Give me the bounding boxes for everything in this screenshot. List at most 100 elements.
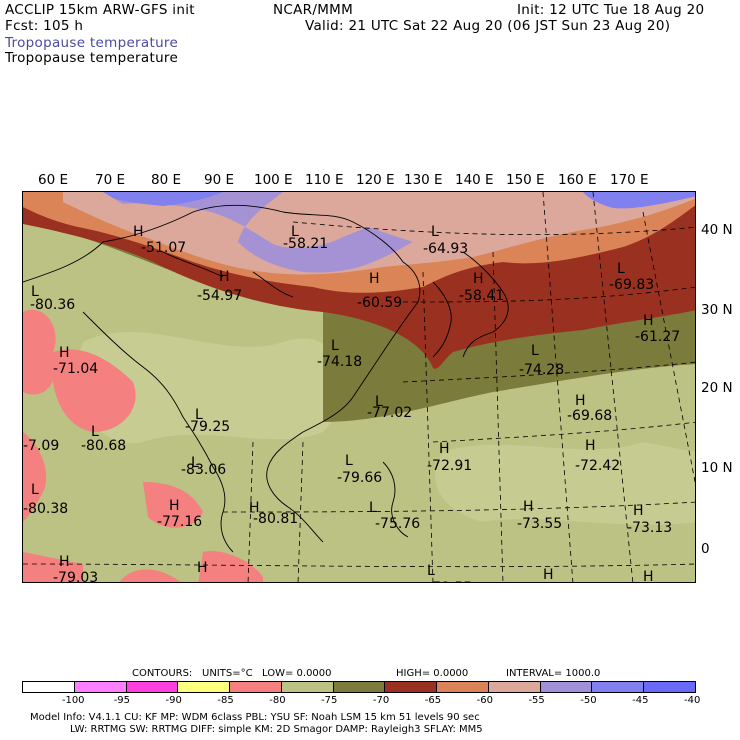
colorbar-tick-label: -90	[165, 695, 182, 706]
graticule	[23, 192, 695, 582]
low-marker: L	[427, 563, 435, 579]
lon-label: 90 E	[204, 172, 234, 188]
contour-value-label: -58.21	[283, 236, 329, 252]
colorbar-segment	[540, 682, 593, 692]
high-marker: H	[219, 269, 230, 285]
contour-value-label: -7.09	[23, 438, 60, 454]
map-panel: H -51.07 L -58.21 L -64.93 H -54.97 H -60.59 H -58.…	[22, 191, 696, 583]
lon-label: 80 E	[151, 172, 181, 188]
contour-value-label: -69.83	[609, 277, 655, 293]
contour-field-title: Tropopause temperature	[5, 50, 179, 66]
lat-label: 10 N	[701, 460, 733, 476]
colorbar-tick-label: -50	[580, 695, 597, 706]
colorbar-tick-label: -60	[476, 695, 493, 706]
low-marker: L	[91, 424, 99, 440]
contour-value-label: -54.97	[197, 288, 243, 304]
contour-value-label: -80.38	[23, 501, 69, 517]
contour-value-label: -77.16	[157, 514, 203, 530]
lon-label: 150 E	[506, 172, 545, 188]
lat-label: 30 N	[701, 302, 733, 318]
colorbar-segment	[126, 682, 179, 692]
colorbar-tick-label: -80	[269, 695, 286, 706]
coastlines	[23, 204, 509, 553]
interval-label: INTERVAL= 1000.0	[506, 668, 601, 679]
high-marker: H	[369, 271, 380, 287]
lon-label: 120 E	[356, 172, 395, 188]
forecast-hour: Fcst: 105 h	[5, 18, 84, 34]
low-marker: L	[369, 500, 377, 516]
contour-value-label: -79.66	[337, 470, 383, 486]
lat-label: 40 N	[701, 222, 733, 238]
low-marker: L	[195, 407, 203, 423]
colorbar-segment	[437, 682, 489, 692]
high-marker: H	[249, 500, 260, 516]
colorbar-tick-label: -100	[61, 695, 85, 706]
contour-value-label: -77.02	[367, 405, 413, 421]
model-info-line-1: Model Info: V4.1.1 CU: KF MP: WDM 6class…	[30, 712, 480, 723]
center-label: NCAR/MMM	[273, 2, 354, 18]
high-marker: H	[439, 441, 450, 457]
lon-label: 100 E	[254, 172, 293, 188]
shaded-field-title: Tropopause temperature	[5, 35, 179, 51]
shade-salmon-patches	[23, 309, 263, 582]
colorbar-segment	[178, 682, 231, 692]
high-marker: H	[133, 224, 144, 240]
colorbar-tick-label: -40	[684, 695, 701, 706]
lon-label: 130 E	[404, 172, 443, 188]
high-marker: H	[197, 560, 208, 576]
high-marker: H	[543, 567, 554, 583]
low-marker: L	[531, 343, 539, 359]
lon-label: 170 E	[610, 172, 649, 188]
colorbar-segment	[385, 682, 438, 692]
shade-blue	[103, 192, 223, 206]
contour-value-label: -61.27	[635, 329, 681, 345]
colorbar-segment	[333, 682, 386, 692]
contour-value-label: -58.41	[459, 288, 505, 304]
colorbar-tick-label: -45	[632, 695, 649, 706]
colorbar-tick-label: -75	[321, 695, 338, 706]
low-marker: L	[345, 453, 353, 469]
contour-value-label: -72.91	[427, 458, 473, 474]
high-marker: H	[523, 499, 534, 515]
init-time: Init: 12 UTC Tue 18 Aug 20	[517, 2, 705, 18]
contour-value-label: -73.13	[627, 520, 673, 536]
contour-value-label: -64.93	[423, 241, 469, 257]
high-marker: H	[585, 438, 596, 454]
low-marker: L	[31, 284, 39, 300]
contour-value-label: -71.04	[53, 361, 99, 377]
high-marker: H	[643, 313, 654, 329]
lat-label: 0	[701, 541, 710, 557]
map-svg	[23, 192, 695, 582]
low-marker: L	[331, 338, 339, 354]
shade-light-patch	[76, 332, 344, 444]
contour-value-label: -74.28	[519, 362, 565, 378]
contour-value-label: -80.81	[253, 511, 299, 527]
contour-value-label: -60.59	[357, 295, 403, 311]
colorbar-tick-label: -70	[372, 695, 390, 706]
colorbar-tick-label: -95	[113, 695, 131, 706]
high-label: HIGH= 0.0000	[396, 668, 469, 679]
colorbar-tick-label: -65	[424, 695, 442, 706]
high-marker: H	[575, 393, 586, 409]
colorbar-tick-label: -85	[217, 695, 234, 706]
contour-value-label: -75.76	[375, 516, 421, 532]
lon-label: 140 E	[455, 172, 494, 188]
lon-label: 60 E	[38, 172, 68, 188]
low-marker: L	[375, 394, 383, 410]
colorbar-tick-label: -55	[528, 695, 545, 706]
low-marker: L	[431, 224, 439, 240]
high-marker: H	[59, 345, 70, 361]
contour-value-label: -72.42	[575, 458, 621, 474]
lon-label: 70 E	[95, 172, 125, 188]
shade-blue-2	[583, 192, 695, 209]
colorbar-segment	[23, 682, 75, 692]
contours-label: CONTOURS:	[132, 668, 193, 679]
low-label: LOW= 0.0000	[262, 668, 332, 679]
high-marker: H	[169, 498, 180, 514]
contour-value-label: -73.55	[517, 516, 563, 532]
contour-value-label: -80.68	[81, 438, 127, 454]
high-marker: H	[59, 554, 70, 570]
colorbar-segment	[644, 682, 695, 692]
colorbar-segment	[592, 682, 645, 692]
colorbar-segment	[230, 682, 282, 692]
